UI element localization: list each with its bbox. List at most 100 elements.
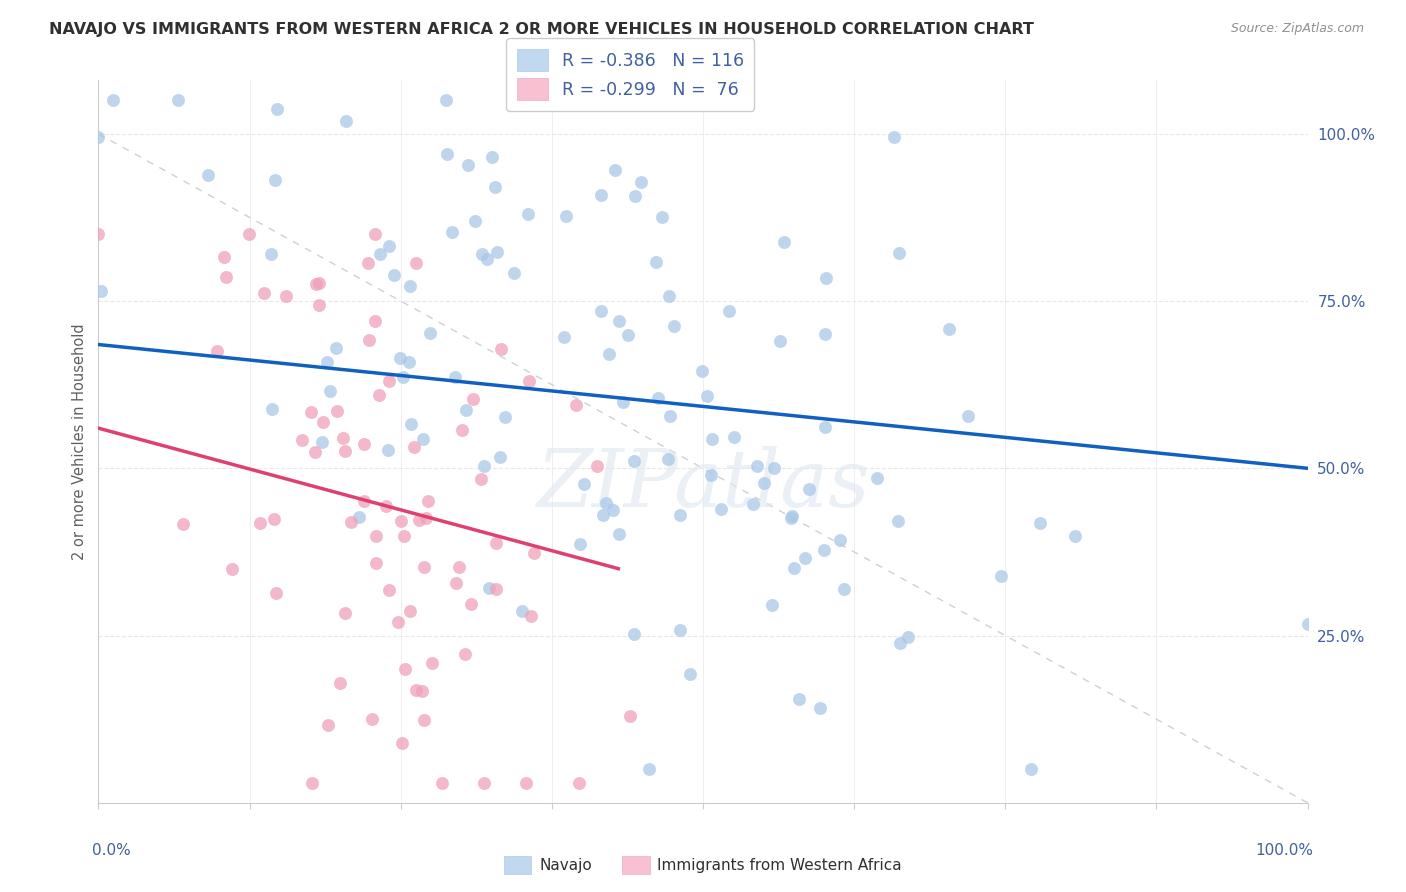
Point [399, 279, 422, 293]
Point [394, 662, 416, 676]
Point [197, 168, 219, 182]
Point [374, 499, 396, 513]
Point [630, 175, 652, 189]
Point [221, 562, 243, 576]
Point [696, 389, 718, 403]
Point [485, 582, 508, 596]
Point [607, 314, 630, 328]
Text: NAVAJO VS IMMIGRANTS FROM WESTERN AFRICA 2 OR MORE VEHICLES IN HOUSEHOLD CORRELA: NAVAJO VS IMMIGRANTS FROM WESTERN AFRICA… [49, 22, 1033, 37]
Point [460, 597, 482, 611]
Point [299, 405, 322, 419]
Point [754, 476, 776, 491]
Point [679, 667, 702, 681]
Point [387, 615, 409, 630]
Point [87, 227, 110, 242]
Point [308, 277, 330, 291]
Point [335, 114, 357, 128]
Point [651, 210, 673, 224]
Point [101, 94, 124, 108]
Point [412, 433, 434, 447]
Point [658, 289, 681, 303]
Point [363, 313, 385, 327]
Point [938, 321, 960, 335]
Point [332, 431, 354, 445]
Point [388, 351, 411, 366]
Point [391, 736, 413, 750]
Point [612, 394, 634, 409]
Point [700, 432, 723, 446]
Point [382, 268, 405, 282]
Point [472, 776, 495, 790]
Point [723, 430, 745, 444]
Point [316, 355, 339, 369]
Point [253, 286, 276, 301]
Point [745, 458, 768, 473]
Point [510, 604, 533, 618]
Point [368, 388, 391, 402]
Point [619, 709, 641, 723]
Text: ZIPatlas: ZIPatlas [536, 446, 870, 524]
Point [477, 252, 499, 266]
Point [456, 402, 478, 417]
Point [308, 298, 330, 312]
Point [481, 150, 503, 164]
Point [780, 510, 803, 524]
Point [451, 423, 474, 437]
Point [412, 713, 434, 727]
Point [814, 420, 837, 434]
Point [669, 624, 692, 638]
Point [832, 582, 855, 596]
Point [434, 94, 457, 108]
Point [359, 333, 381, 347]
Point [274, 289, 297, 303]
Point [166, 94, 188, 108]
Point [264, 586, 287, 600]
Point [897, 630, 920, 644]
Point [391, 370, 413, 384]
Point [485, 536, 508, 550]
Point [353, 437, 375, 451]
Point [520, 608, 543, 623]
Point [291, 434, 314, 448]
Point [415, 510, 437, 524]
Point [264, 173, 287, 187]
Point [325, 342, 347, 356]
Point [326, 404, 349, 418]
Point [568, 776, 591, 790]
Point [90, 284, 112, 298]
Point [710, 501, 733, 516]
Point [484, 180, 506, 194]
Point [780, 509, 803, 524]
Point [591, 187, 613, 202]
Point [311, 435, 333, 450]
Legend: R = -0.386   N = 116, R = -0.299   N =  76: R = -0.386 N = 116, R = -0.299 N = 76 [506, 38, 755, 111]
Point [420, 657, 443, 671]
Point [624, 189, 647, 203]
Point [866, 471, 889, 485]
Point [787, 691, 810, 706]
Point [1064, 529, 1087, 543]
Point [638, 762, 661, 776]
Point [463, 392, 485, 406]
Point [617, 328, 640, 343]
Point [717, 303, 740, 318]
Point [886, 514, 908, 528]
Point [647, 391, 669, 405]
Point [503, 266, 526, 280]
Point [399, 417, 422, 432]
Point [668, 508, 690, 522]
Point [207, 344, 229, 359]
Point [609, 526, 631, 541]
Point [603, 163, 626, 178]
Point [377, 442, 399, 457]
Point [238, 227, 260, 242]
Point [404, 440, 426, 454]
Point [478, 582, 501, 596]
Point [889, 636, 911, 650]
Point [517, 207, 540, 221]
Point [595, 496, 617, 510]
Point [444, 370, 467, 384]
Point [436, 147, 458, 161]
Point [304, 445, 326, 459]
Point [339, 516, 361, 530]
